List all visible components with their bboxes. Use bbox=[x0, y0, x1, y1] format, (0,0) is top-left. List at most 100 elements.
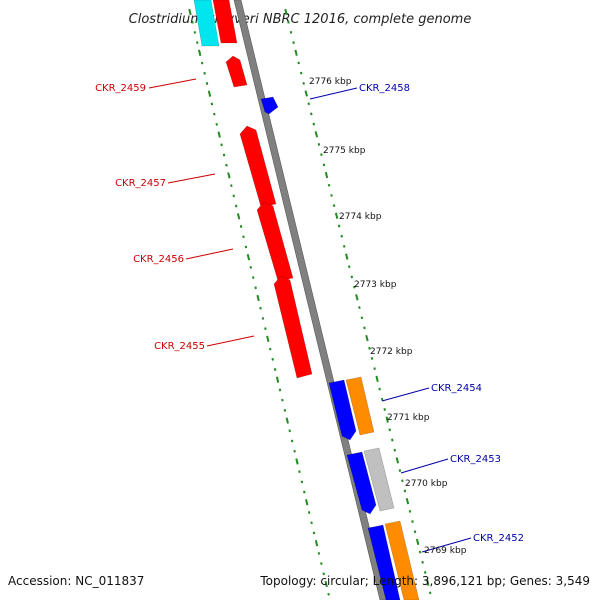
minor-tick bbox=[373, 367, 376, 371]
minor-tick bbox=[213, 112, 216, 116]
minor-tick bbox=[261, 317, 265, 320]
gene-label-ckr-2455[interactable]: CKR_2455 bbox=[154, 341, 205, 352]
minor-tick bbox=[320, 153, 323, 157]
gene-label-ckr-2452[interactable]: CKR_2452 bbox=[473, 533, 524, 544]
kbp-label: 2769 kbp bbox=[424, 546, 467, 556]
minor-tick bbox=[327, 183, 331, 187]
minor-tick bbox=[401, 479, 404, 483]
minor-tick bbox=[193, 31, 197, 34]
minor-tick bbox=[299, 71, 303, 75]
leader-ckr-2459 bbox=[148, 78, 197, 89]
kbp-label: 2774 kbp bbox=[339, 212, 382, 222]
minor-tick bbox=[358, 306, 361, 309]
major-tick bbox=[284, 8, 288, 16]
major-tick bbox=[188, 8, 192, 16]
minor-tick bbox=[411, 520, 414, 523]
gene-ckr-2455[interactable] bbox=[273, 275, 313, 379]
major-tick bbox=[385, 416, 389, 423]
minor-tick bbox=[380, 397, 384, 401]
minor-tick bbox=[220, 143, 223, 147]
gene-label-ckr-2459[interactable]: CKR_2459 bbox=[95, 83, 146, 94]
minor-tick bbox=[307, 102, 311, 106]
minor-tick bbox=[252, 276, 255, 279]
leader-ckr-2453 bbox=[400, 458, 449, 474]
minor-tick bbox=[360, 316, 364, 320]
major-tick bbox=[395, 457, 400, 464]
minor-tick bbox=[292, 41, 295, 44]
minor-tick bbox=[283, 408, 287, 412]
minor-tick bbox=[259, 306, 262, 310]
major-tick bbox=[314, 131, 319, 138]
minor-tick bbox=[370, 357, 374, 360]
major-tick bbox=[305, 499, 309, 506]
minor-tick bbox=[393, 448, 397, 452]
minor-tick bbox=[307, 511, 311, 514]
major-tick bbox=[217, 131, 221, 138]
gene-red-top[interactable] bbox=[212, 0, 238, 44]
gene-ckr-2452-b[interactable] bbox=[384, 520, 420, 600]
gene-ckr-2457[interactable] bbox=[239, 125, 277, 208]
minor-tick bbox=[303, 490, 306, 494]
major-tick bbox=[294, 49, 298, 56]
major-tick bbox=[275, 376, 280, 383]
minor-tick bbox=[322, 163, 326, 167]
gene-label-ckr-2454[interactable]: CKR_2454 bbox=[431, 383, 482, 394]
minor-tick bbox=[244, 245, 248, 249]
minor-tick bbox=[332, 204, 336, 208]
gene-ckr-2458[interactable] bbox=[260, 96, 279, 115]
gene-label-ckr-2458[interactable]: CKR_2458 bbox=[359, 83, 410, 94]
minor-tick bbox=[264, 327, 267, 331]
gene-label-ckr-2456[interactable]: CKR_2456 bbox=[133, 254, 184, 265]
minor-tick bbox=[196, 41, 199, 45]
gene-label-ckr-2457[interactable]: CKR_2457 bbox=[115, 178, 166, 189]
label-leaders bbox=[148, 78, 472, 553]
major-tick bbox=[246, 253, 251, 261]
gene-ckr-2453-b[interactable] bbox=[363, 447, 395, 512]
minor-tick bbox=[254, 286, 257, 290]
minor-tick bbox=[271, 357, 274, 361]
gene-label-ckr-2453[interactable]: CKR_2453 bbox=[450, 454, 501, 465]
leader-ckr-2455 bbox=[206, 335, 255, 347]
gene-ckr-2454-a[interactable] bbox=[328, 379, 357, 441]
major-tick bbox=[266, 335, 270, 343]
minor-tick bbox=[278, 388, 282, 392]
gene-ckr-2452-a[interactable] bbox=[367, 524, 401, 600]
gene-ckr-2454-b[interactable] bbox=[345, 376, 375, 436]
minor-tick bbox=[269, 347, 272, 351]
major-tick bbox=[304, 90, 308, 97]
minor-tick bbox=[281, 398, 284, 402]
gene-cyan[interactable] bbox=[193, 0, 220, 47]
major-tick bbox=[365, 334, 369, 342]
major-tick bbox=[256, 294, 260, 302]
minor-tick bbox=[203, 71, 206, 75]
major-tick bbox=[345, 253, 349, 260]
minor-tick bbox=[239, 225, 243, 228]
minor-tick bbox=[215, 122, 218, 126]
major-tick bbox=[405, 497, 410, 505]
major-tick bbox=[314, 539, 319, 547]
minor-tick bbox=[297, 61, 300, 65]
gene-ckr-2456[interactable] bbox=[256, 201, 294, 282]
kbp-label: 2772 kbp bbox=[370, 347, 413, 357]
minor-tick bbox=[205, 82, 209, 85]
minor-tick bbox=[398, 469, 402, 472]
minor-tick bbox=[200, 61, 204, 65]
gene-labels: CKR_2459 CKR_2457 CKR_2456 CKR_2455 CKR_… bbox=[95, 83, 524, 544]
kbp-label: 2776 kbp bbox=[309, 77, 352, 87]
minor-tick bbox=[363, 326, 366, 330]
minor-tick bbox=[322, 572, 325, 576]
forward-gene-track bbox=[260, 96, 420, 600]
minor-tick bbox=[391, 438, 394, 442]
genome-backbone bbox=[233, 0, 388, 600]
minor-tick bbox=[423, 571, 427, 574]
gene-ckr-2459[interactable] bbox=[225, 55, 248, 88]
major-tick bbox=[426, 579, 430, 586]
minor-tick bbox=[337, 224, 341, 228]
major-tick bbox=[236, 213, 241, 220]
minor-tick bbox=[403, 489, 407, 493]
minor-tick bbox=[388, 428, 391, 432]
reverse-gene-track bbox=[193, 0, 313, 379]
gene-ckr-2453-a[interactable] bbox=[346, 451, 377, 515]
minor-tick bbox=[225, 163, 228, 167]
minor-tick bbox=[290, 439, 294, 443]
